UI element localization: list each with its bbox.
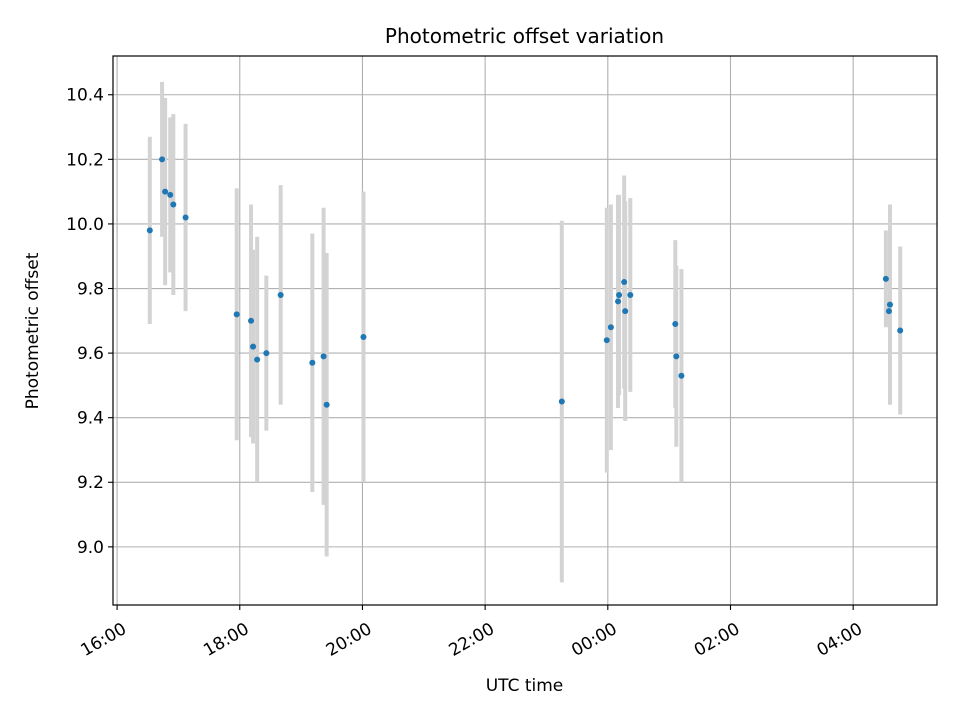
data-point	[159, 156, 166, 163]
y-tick-label: 10.0	[66, 215, 104, 235]
y-tick-label: 9.0	[77, 538, 104, 558]
point-layer	[146, 156, 904, 408]
data-point	[616, 291, 623, 298]
y-axis-label: Photometric offset	[23, 252, 43, 409]
data-point	[882, 275, 889, 282]
data-point	[885, 308, 892, 315]
data-point	[277, 291, 284, 298]
plot-frame	[112, 55, 938, 606]
data-point	[263, 350, 270, 357]
data-point	[622, 308, 629, 315]
y-tick-label: 9.4	[77, 409, 104, 429]
y-tick-label: 9.6	[77, 344, 104, 364]
data-point	[146, 227, 153, 234]
data-point	[678, 372, 685, 379]
data-point	[897, 327, 904, 334]
y-tick-label: 9.8	[77, 279, 104, 299]
y-tick-label: 9.2	[77, 473, 104, 493]
data-point	[167, 191, 174, 198]
data-point	[627, 291, 634, 298]
data-point	[621, 279, 628, 286]
data-point	[254, 356, 261, 363]
data-point	[170, 201, 177, 208]
data-point	[162, 188, 169, 195]
data-point	[672, 321, 679, 328]
data-point	[603, 337, 610, 344]
y-tick-label: 10.2	[66, 150, 104, 170]
data-point	[320, 353, 327, 360]
y-tick-label: 10.4	[66, 86, 104, 106]
data-point	[360, 333, 367, 340]
data-point	[309, 359, 316, 366]
data-point	[233, 311, 240, 318]
data-point	[250, 343, 257, 350]
chart-title: Photometric offset variation	[385, 24, 664, 48]
data-point	[558, 398, 565, 405]
x-axis-label: UTC time	[486, 676, 564, 696]
data-point	[182, 214, 189, 221]
data-point	[248, 317, 255, 324]
data-point	[673, 353, 680, 360]
data-point	[615, 298, 622, 305]
data-point	[886, 301, 893, 308]
data-point	[607, 324, 614, 331]
data-point	[323, 401, 330, 408]
